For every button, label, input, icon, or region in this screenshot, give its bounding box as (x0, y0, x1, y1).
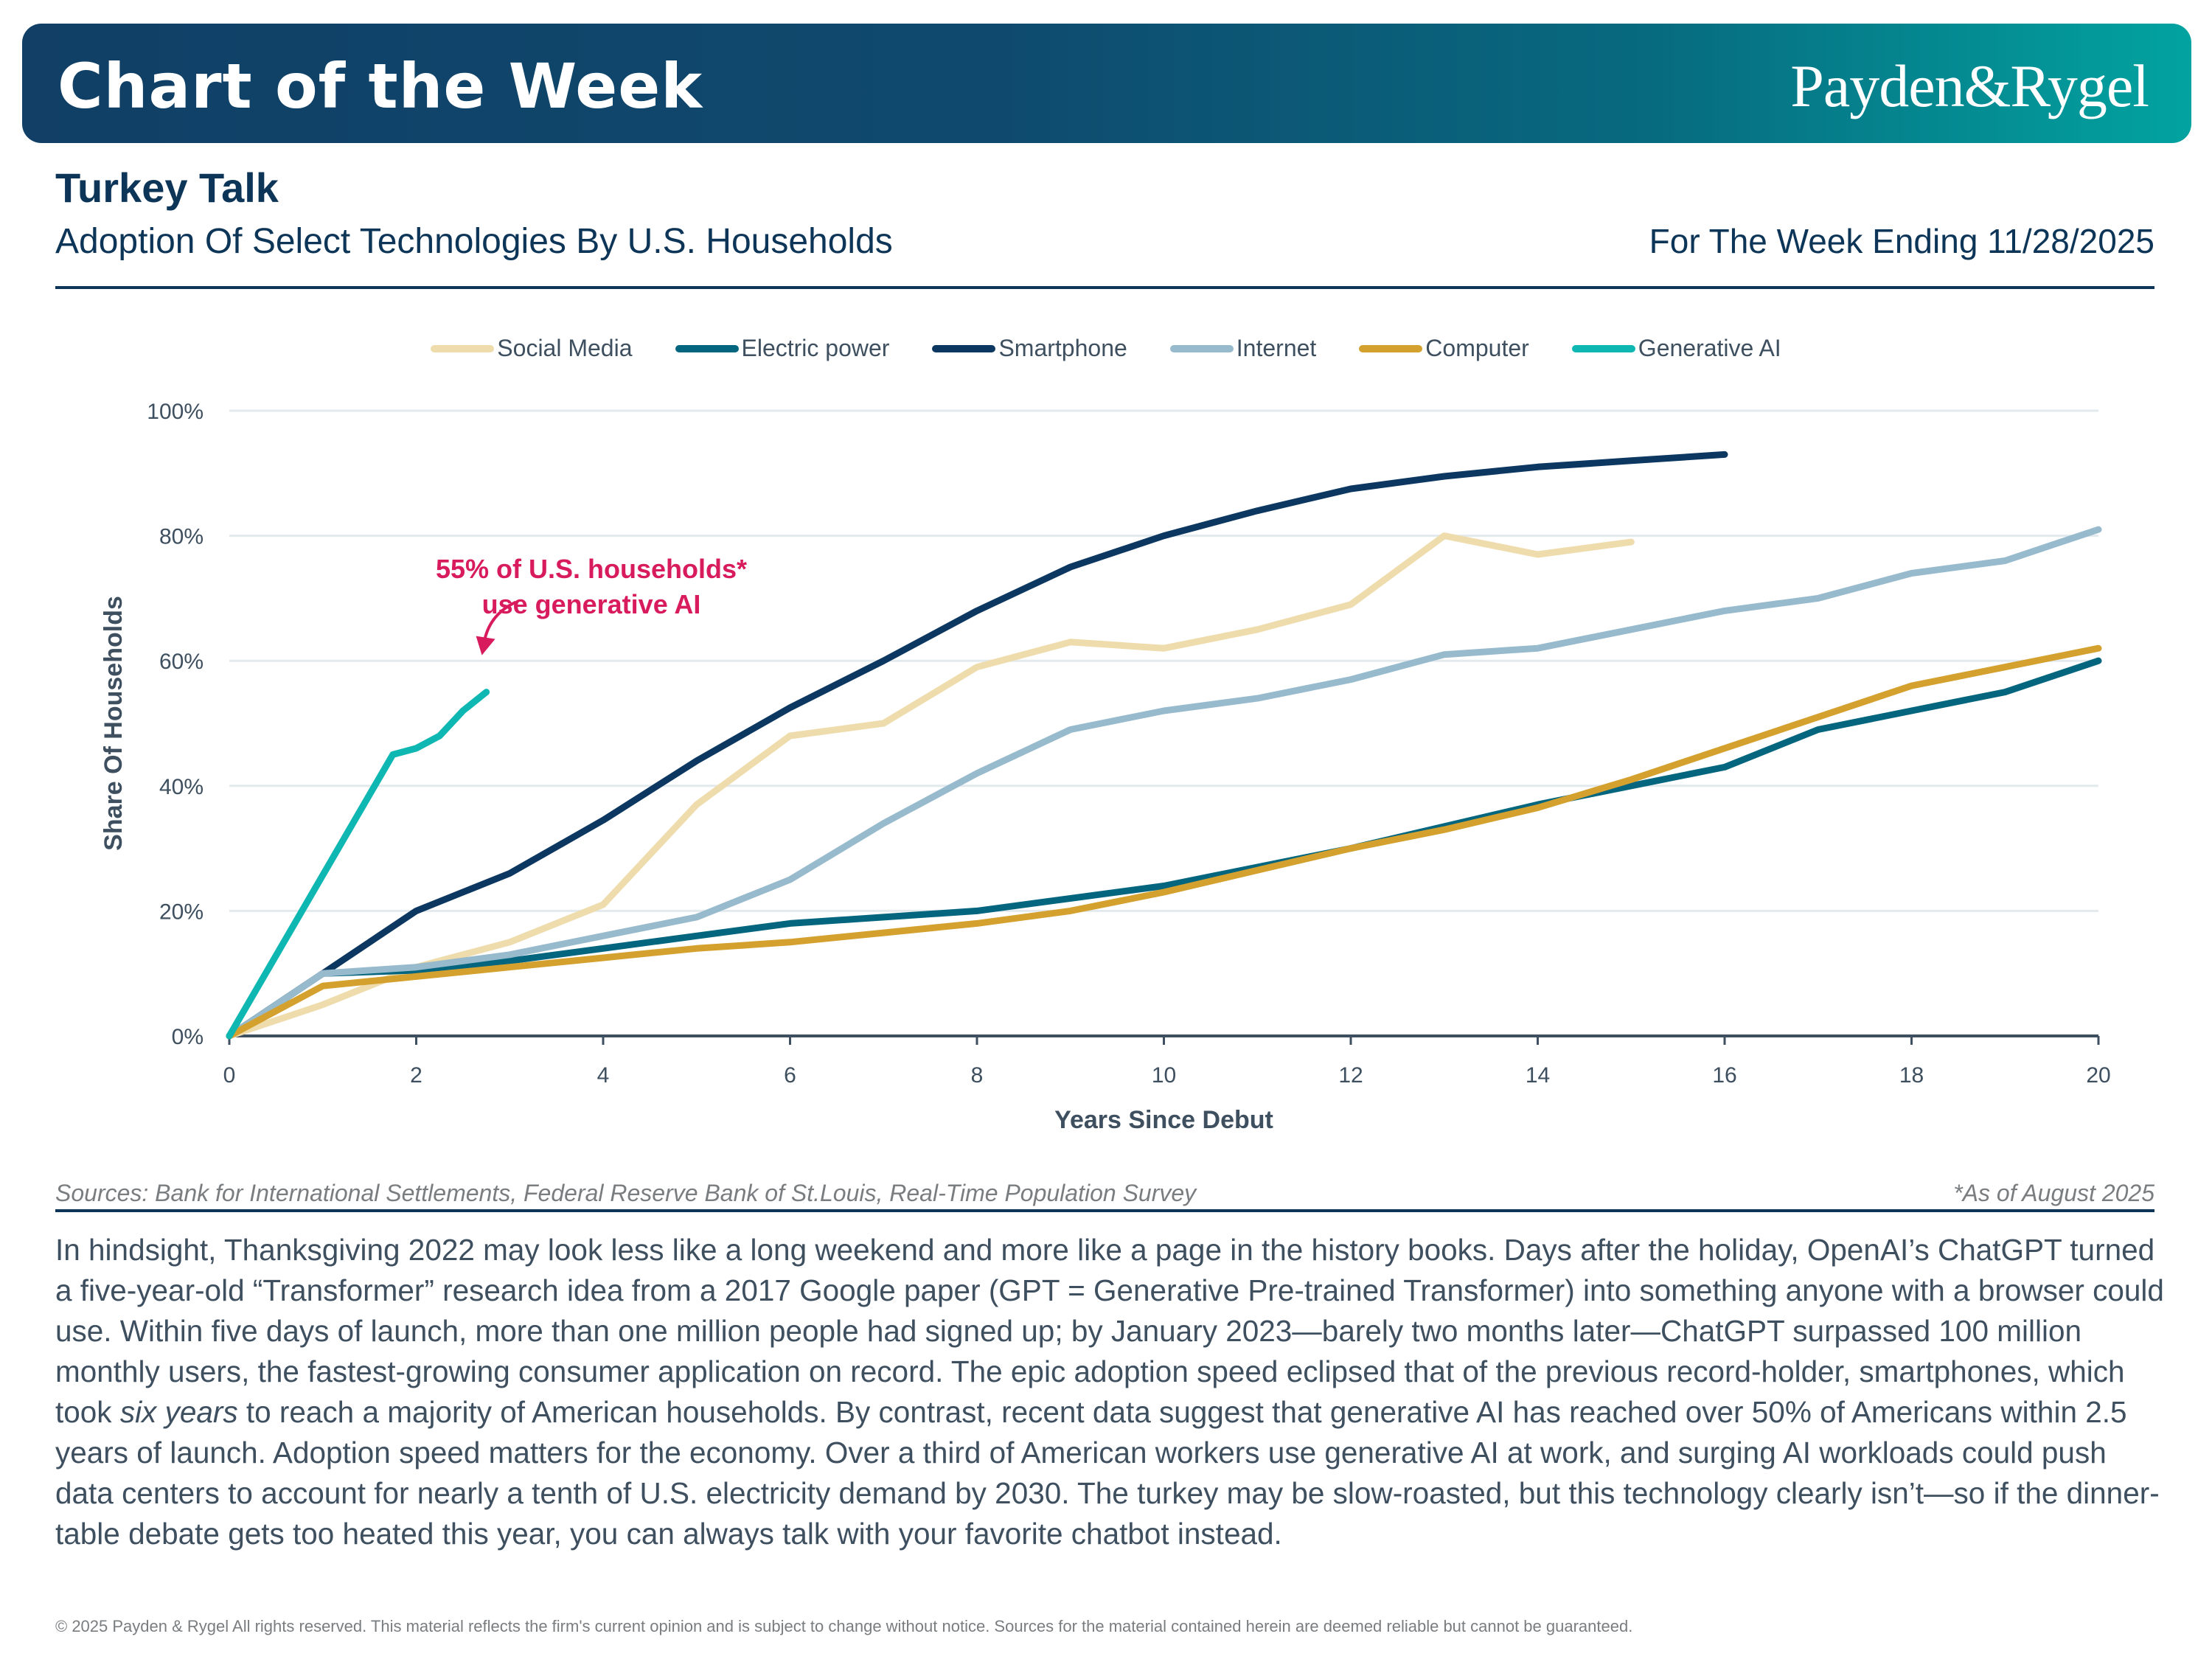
banner: Chart of the Week Payden&Rygel (22, 24, 2191, 143)
y-axis-title: Share Of Households (100, 596, 128, 851)
legend-swatch (1359, 344, 1423, 352)
legend-item: Social Media (431, 335, 633, 362)
week-ending: For The Week Ending 11/28/2025 (1649, 222, 2154, 260)
commentary-part-2: to reach a majority of American househol… (55, 1395, 2160, 1551)
x-tick-label: 4 (597, 1063, 610, 1088)
annotation-arrow-head-icon (476, 636, 495, 655)
legend-label: Internet (1236, 335, 1317, 361)
sources-note: Sources: Bank for International Settleme… (55, 1180, 1197, 1206)
company-logo: Payden&Rygel (1790, 52, 2149, 119)
x-tick-label: 6 (784, 1063, 796, 1088)
legend-swatch (932, 344, 996, 352)
legend-item: Internet (1169, 335, 1317, 362)
x-tick-label: 16 (1712, 1063, 1736, 1088)
legend-swatch (431, 344, 495, 352)
annotation-text: use generative AI (482, 589, 701, 619)
banner-title: Chart of the Week (58, 50, 703, 122)
legend-swatch (675, 344, 739, 352)
legend-swatch (1169, 344, 1234, 352)
x-tick-label: 0 (223, 1063, 236, 1088)
y-tick-label: 0% (172, 1025, 204, 1049)
legend-item: Generative AI (1571, 335, 1781, 362)
line-chart: 0% 20% 40% 60% 80% 100% 0 2 4 6 8 10 12 14 16 18 20 Years… (100, 400, 2111, 1134)
series-line-social-media (226, 532, 1635, 1040)
series-line-generative-ai (226, 689, 490, 1040)
legend-label: Generative AI (1638, 335, 1781, 361)
y-tick-label: 20% (159, 900, 204, 924)
sources-divider (55, 1209, 2154, 1212)
commentary-part-1: In hindsight, Thanksgiving 2022 may look… (55, 1233, 2164, 1429)
series-line-smartphone (226, 451, 1728, 1040)
chart-legend: Social Media Electric power Smartphone Inte… (0, 335, 2212, 362)
copyright-disclaimer: © 2025 Payden & Rygel All rights reserve… (55, 1617, 1633, 1635)
legend-item: Electric power (675, 335, 890, 362)
x-tick-label: 12 (1338, 1063, 1363, 1088)
legend-item: Smartphone (932, 335, 1127, 362)
legend-label: Smartphone (998, 335, 1127, 361)
y-tick-label: 40% (159, 775, 204, 799)
legend-label: Electric power (741, 335, 890, 361)
series-line-computer (226, 644, 2102, 1040)
commentary-paragraph: In hindsight, Thanksgiving 2022 may look… (55, 1230, 2164, 1554)
x-tick-label: 8 (971, 1063, 984, 1088)
legend-label: Social Media (497, 335, 633, 361)
legend-item: Computer (1359, 335, 1529, 362)
x-tick-label: 18 (1899, 1063, 1924, 1088)
x-tick-label: 20 (2086, 1063, 2110, 1088)
series-line-electric-power (226, 657, 2102, 1040)
x-tick-label: 14 (1526, 1063, 1550, 1088)
legend-swatch (1571, 344, 1635, 352)
y-tick-label: 80% (159, 525, 204, 549)
y-tick-label: 100% (147, 400, 204, 424)
chart-subtitle: Adoption Of Select Technologies By U.S. … (55, 222, 893, 261)
y-tick-label: 60% (159, 650, 204, 674)
series-line-internet (226, 526, 2102, 1040)
x-tick-label: 2 (410, 1063, 422, 1088)
commentary-emphasis: six years (119, 1395, 238, 1429)
annotation-arrow-shaft (483, 600, 517, 640)
page-title: Turkey Talk (55, 164, 279, 211)
header-divider (55, 286, 2154, 289)
annotation-text: 55% of U.S. households* (436, 554, 747, 584)
x-axis-title: Years Since Debut (1054, 1106, 1273, 1134)
as-of-note: *As of August 2025 (1953, 1180, 2154, 1206)
legend-label: Computer (1425, 335, 1529, 361)
x-tick-label: 10 (1152, 1063, 1176, 1088)
